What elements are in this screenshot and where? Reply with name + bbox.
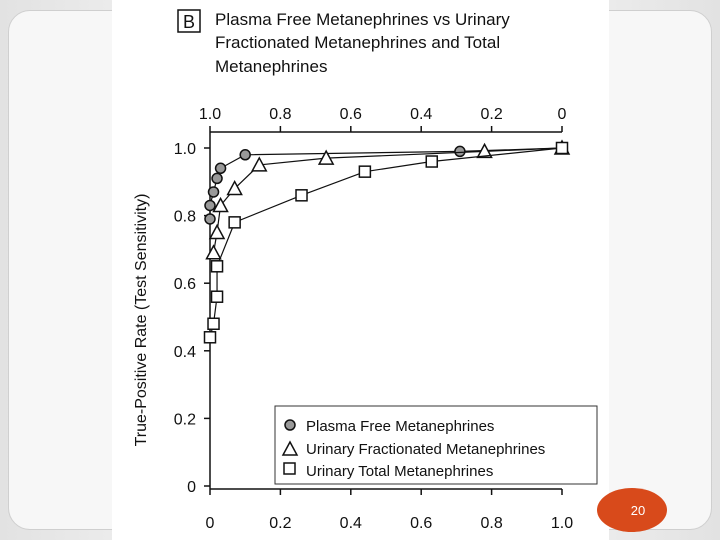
y-tick-label: 1.0	[174, 141, 196, 158]
data-point-circle	[454, 145, 466, 158]
legend-square-marker	[283, 462, 296, 475]
legend-label-urinary-total: Urinary Total Metanephrines	[306, 463, 493, 480]
y-tick-label: 0.2	[174, 411, 196, 428]
x-tick-label: 0.2	[269, 515, 291, 532]
data-point-circle	[204, 199, 216, 212]
x-tick-label: 0.8	[480, 515, 502, 532]
series-line-circle	[209, 147, 563, 219]
series-line-square	[209, 147, 563, 338]
chart-title-line-2: Fractionated Metanephrines and Total	[215, 33, 500, 52]
panel-label-box	[177, 9, 201, 33]
top-tick-label: 0.4	[410, 106, 432, 123]
roc-chart: B Plasma Free Metanephrines vs Urinary F…	[133, 9, 598, 532]
y-axis-label: True-Positive Rate (Test Sensitivity)	[133, 194, 150, 447]
data-point-circle	[239, 149, 251, 161]
data-point-square	[210, 290, 224, 303]
legend-box	[274, 405, 598, 485]
top-tick-label: 0.6	[340, 106, 362, 123]
data-point-triangle	[212, 196, 229, 213]
series-line-triangle	[212, 147, 563, 253]
data-point-square	[210, 260, 224, 273]
top-tick-label: 0.2	[480, 106, 502, 123]
data-point-square	[358, 165, 372, 178]
panel-label: B	[183, 12, 195, 32]
legend-label-urinary-fractionated: Urinary Fractionated Metanephrines	[306, 441, 545, 458]
data-point-circle	[207, 186, 220, 198]
data-point-triangle	[205, 244, 222, 260]
top-tick-label: 1.0	[199, 106, 221, 123]
page-number-badge: 20	[597, 488, 667, 532]
data-point-square	[228, 216, 241, 229]
x-tick-label: 0.6	[410, 515, 432, 532]
data-point-square	[555, 141, 569, 155]
chart-title-line-1: Plasma Free Metanephrines vs Urinary	[215, 10, 510, 29]
page-number: 20	[630, 502, 646, 518]
x-tick-label: 0	[206, 515, 215, 532]
data-point-triangle	[317, 149, 335, 165]
data-point-triangle	[208, 223, 226, 240]
x-tick-label: 0.4	[340, 515, 362, 532]
legend-circle-marker	[284, 419, 296, 431]
y-tick-label: 0.6	[174, 276, 196, 293]
data-point-triangle	[226, 179, 243, 196]
legend: Plasma Free Metanephrines Urinary Fracti…	[274, 405, 598, 485]
data-point-square	[425, 155, 439, 168]
y-tick-label: 0.4	[174, 344, 196, 361]
y-tick-label: 0.8	[174, 209, 196, 226]
legend-triangle-marker	[281, 440, 299, 456]
chart-title-line-3: Metanephrines	[215, 57, 327, 76]
data-point-square	[203, 331, 217, 344]
data-point-square	[295, 189, 308, 202]
data-point-circle	[204, 213, 216, 225]
data-point-circle	[211, 172, 223, 185]
data-point-square	[207, 317, 220, 331]
x-tick-label: 1.0	[551, 515, 573, 532]
y-tick-label: 0	[187, 479, 196, 496]
legend-label-plasma: Plasma Free Metanephrines	[306, 418, 494, 435]
figure-panel: B Plasma Free Metanephrines vs Urinary F…	[112, 0, 609, 540]
data-point-triangle	[476, 142, 493, 159]
top-tick-label: 0.8	[269, 106, 291, 123]
data-point-triangle	[251, 156, 268, 172]
data-point-circle	[214, 162, 227, 175]
top-tick-label: 0	[558, 106, 567, 123]
